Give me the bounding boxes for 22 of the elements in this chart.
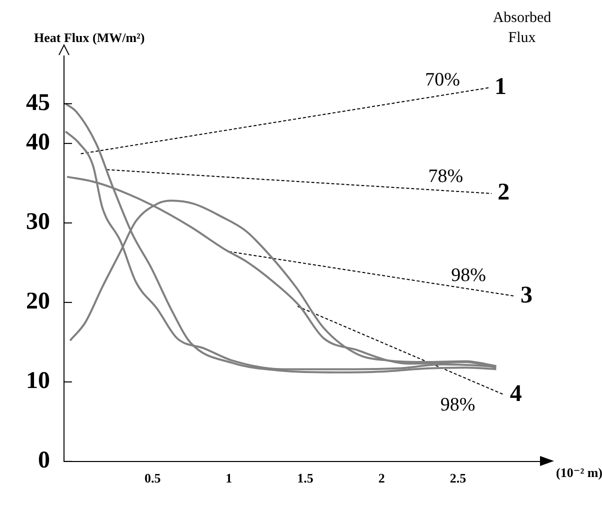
y-tick-label: 0 [38,448,50,474]
series-label: 3 [520,282,533,308]
series-label: 2 [498,180,510,206]
y-tick-label: 20 [26,288,50,315]
x-axis-title: (10⁻² m) [556,464,602,480]
annotation: 78% [428,166,464,188]
x-tick-label: 2.5 [450,470,467,486]
y-tick-label: 30 [26,209,50,236]
x-tick-label: 1.5 [297,470,314,486]
annotation: 98% [440,394,476,416]
annotation: 98% [451,264,486,286]
annotation: 70% [425,69,460,90]
series-label: 4 [510,380,522,407]
text: Absorbed Flux [492,10,552,46]
series-label: 1 [494,74,507,100]
x-tick-label: 2 [378,470,385,486]
y-tick-label: 40 [26,130,50,156]
y-axis-title: Heat Flux (MW/m²) [34,30,145,45]
x-tick-label: 0.5 [144,470,162,486]
x-tick-label: 1 [226,470,232,486]
y-tick-label: 10 [26,368,50,394]
y-tick-label: 45 [26,90,50,116]
